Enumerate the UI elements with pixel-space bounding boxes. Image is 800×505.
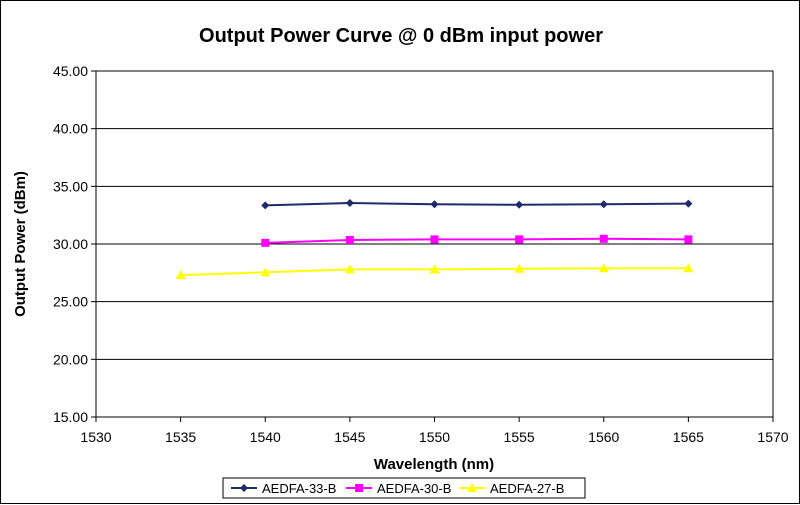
- x-tick-label: 1565: [673, 429, 704, 445]
- data-point: [684, 235, 693, 244]
- data-point: [344, 264, 355, 274]
- series-line: [265, 202, 689, 207]
- y-tick-label: 40.00: [53, 121, 88, 137]
- x-tick-label: 1530: [80, 429, 111, 445]
- x-tick-label: 1570: [757, 429, 788, 445]
- data-point: [261, 238, 270, 247]
- x-tick-label: 1560: [588, 429, 619, 445]
- data-point: [599, 234, 608, 243]
- data-point: [515, 235, 524, 244]
- data-point: [430, 200, 439, 209]
- legend-marker: [240, 484, 248, 492]
- legend-label: AEDFA-27-B: [490, 481, 564, 496]
- x-axis-label: Wavelength (nm): [374, 456, 494, 473]
- legend-box: [222, 477, 586, 499]
- data-point: [599, 200, 608, 209]
- x-tick-label: 1550: [419, 429, 450, 445]
- legend-marker: [467, 483, 477, 492]
- legend: AEDFA-33-B AEDFA-30-B AEDFA-27-B: [222, 477, 586, 499]
- y-tick-label: 45.00: [53, 63, 88, 79]
- y-tick-label: 35.00: [53, 178, 88, 194]
- data-point: [430, 235, 439, 244]
- legend-item: AEDFA-33-B: [231, 481, 336, 496]
- y-tick-label: 25.00: [53, 294, 88, 310]
- y-axis-label: Output Power (dBm): [12, 171, 29, 317]
- data-point: [261, 201, 270, 210]
- data-point: [260, 267, 271, 277]
- series-aedfa-33-b: [261, 199, 693, 210]
- plot-area: 15.00 20.00 25.00 30.00 35.00 40.00 45.00 1530 1…: [53, 63, 789, 445]
- y-tick-label: 15.00: [53, 409, 88, 425]
- x-tick-label: 1545: [334, 429, 365, 445]
- data-point: [515, 200, 524, 209]
- y-tick-label: 30.00: [53, 236, 88, 252]
- data-point: [345, 235, 354, 244]
- data-point: [175, 270, 186, 280]
- x-tick-label: 1535: [165, 429, 196, 445]
- series-line: [265, 237, 689, 244]
- series-aedfa-30-b: [261, 234, 693, 247]
- data-point: [345, 199, 354, 208]
- series-aedfa-27-b: [175, 263, 694, 280]
- x-tick-label: 1540: [250, 429, 281, 445]
- legend-marker: [355, 484, 363, 492]
- legend-item: AEDFA-30-B: [346, 481, 451, 496]
- legend-label: AEDFA-33-B: [262, 481, 336, 496]
- data-point: [429, 264, 440, 274]
- legend-item: AEDFA-27-B: [459, 481, 564, 496]
- data-point: [684, 199, 693, 208]
- x-tick-label: 1555: [504, 429, 535, 445]
- data-point: [683, 263, 694, 273]
- data-point: [514, 263, 525, 273]
- y-tick-label: 20.00: [53, 351, 88, 367]
- chart-title: Output Power Curve @ 0 dBm input power: [199, 25, 603, 47]
- data-point: [598, 263, 609, 273]
- legend-label: AEDFA-30-B: [377, 481, 451, 496]
